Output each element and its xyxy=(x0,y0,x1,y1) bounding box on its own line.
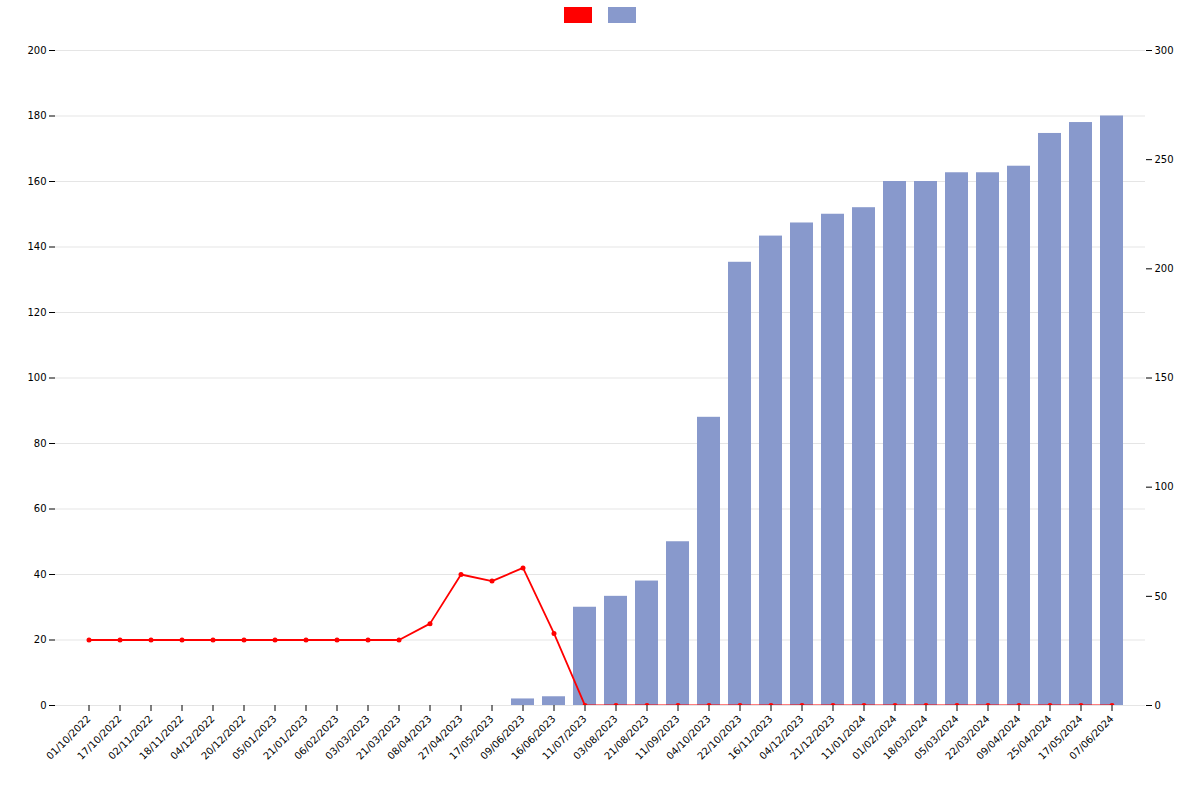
svg-text:03/03/2023: 03/03/2023 xyxy=(323,713,372,762)
svg-text:17/10/2022: 17/10/2022 xyxy=(75,713,124,762)
svg-text:17/05/2023: 17/05/2023 xyxy=(447,713,496,762)
svg-text:120: 120 xyxy=(27,307,46,318)
svg-text:18/03/2024: 18/03/2024 xyxy=(881,713,930,762)
svg-text:05/01/2023: 05/01/2023 xyxy=(230,713,279,762)
svg-text:0: 0 xyxy=(1155,700,1161,711)
svg-text:40: 40 xyxy=(34,569,47,580)
svg-text:20: 20 xyxy=(34,634,47,645)
svg-text:0: 0 xyxy=(40,700,46,711)
svg-text:04/12/2023: 04/12/2023 xyxy=(757,713,806,762)
svg-text:60: 60 xyxy=(34,503,47,514)
svg-text:160: 160 xyxy=(27,176,46,187)
svg-text:100: 100 xyxy=(27,372,46,383)
svg-text:11/09/2023: 11/09/2023 xyxy=(633,713,682,762)
svg-text:20/12/2022: 20/12/2022 xyxy=(199,713,248,762)
svg-text:21/08/2023: 21/08/2023 xyxy=(602,713,651,762)
svg-text:300: 300 xyxy=(1155,45,1174,56)
svg-text:18/11/2022: 18/11/2022 xyxy=(137,713,186,762)
svg-text:21/01/2023: 21/01/2023 xyxy=(261,713,310,762)
svg-text:100: 100 xyxy=(1155,481,1174,492)
svg-text:06/02/2023: 06/02/2023 xyxy=(292,713,341,762)
svg-text:250: 250 xyxy=(1155,154,1174,165)
svg-text:27/04/2023: 27/04/2023 xyxy=(416,713,465,762)
svg-text:03/08/2023: 03/08/2023 xyxy=(571,713,620,762)
svg-text:08/04/2023: 08/04/2023 xyxy=(385,713,434,762)
svg-text:16/11/2023: 16/11/2023 xyxy=(726,713,775,762)
svg-text:02/11/2022: 02/11/2022 xyxy=(106,713,155,762)
svg-text:21/12/2023: 21/12/2023 xyxy=(788,713,837,762)
svg-text:140: 140 xyxy=(27,241,46,252)
svg-text:25/04/2024: 25/04/2024 xyxy=(1005,713,1054,762)
svg-text:04/10/2023: 04/10/2023 xyxy=(664,713,713,762)
svg-text:09/04/2024: 09/04/2024 xyxy=(974,713,1023,762)
svg-text:04/12/2022: 04/12/2022 xyxy=(168,713,217,762)
svg-text:150: 150 xyxy=(1155,372,1174,383)
svg-text:16/06/2023: 16/06/2023 xyxy=(509,713,558,762)
svg-text:11/01/2024: 11/01/2024 xyxy=(819,713,868,762)
svg-text:200: 200 xyxy=(27,45,46,56)
svg-text:09/06/2023: 09/06/2023 xyxy=(478,713,527,762)
svg-text:11/07/2023: 11/07/2023 xyxy=(540,713,589,762)
svg-text:21/03/2023: 21/03/2023 xyxy=(354,713,403,762)
svg-text:200: 200 xyxy=(1155,263,1174,274)
svg-text:50: 50 xyxy=(1155,591,1168,602)
svg-text:22/03/2024: 22/03/2024 xyxy=(943,713,992,762)
svg-text:01/02/2024: 01/02/2024 xyxy=(850,713,899,762)
svg-text:22/10/2023: 22/10/2023 xyxy=(695,713,744,762)
svg-text:80: 80 xyxy=(34,438,47,449)
svg-text:07/06/2024: 07/06/2024 xyxy=(1067,713,1116,762)
svg-text:05/03/2024: 05/03/2024 xyxy=(912,713,961,762)
svg-text:180: 180 xyxy=(27,110,46,121)
svg-text:01/10/2022: 01/10/2022 xyxy=(44,713,93,762)
svg-text:17/05/2024: 17/05/2024 xyxy=(1036,713,1085,762)
